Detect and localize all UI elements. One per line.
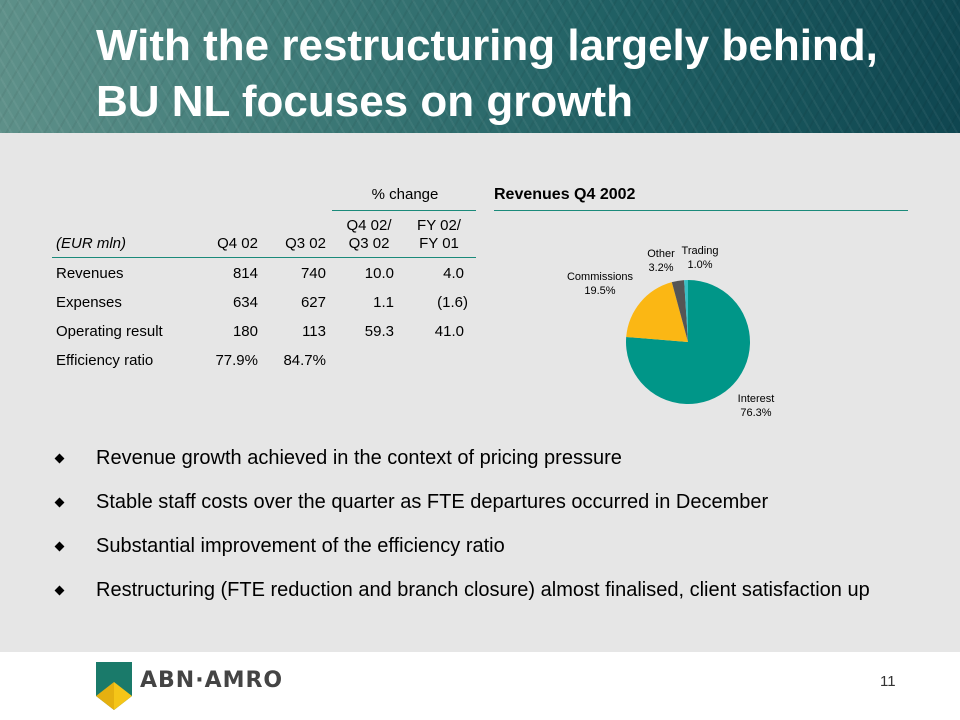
col-header-q4: Q4 02 — [217, 235, 258, 252]
row-label: Efficiency ratio — [56, 352, 154, 369]
logo-shield-yellow — [114, 682, 132, 710]
col-header-q3: Q3 02 — [285, 235, 326, 252]
bullet-item: Restructuring (FTE reduction and branch … — [54, 576, 926, 604]
pie-value-trading: 1.0% — [687, 259, 712, 271]
bullet-item: Stable staff costs over the quarter as F… — [54, 488, 926, 516]
header-banner: With the restructuring largely behind, B… — [0, 0, 960, 133]
bullet-text: Restructuring (FTE reduction and branch … — [96, 579, 870, 601]
row-yoy: 41.0 — [434, 323, 464, 340]
header-pattern — [0, 0, 960, 133]
bullet-text: Stable staff costs over the quarter as F… — [96, 491, 769, 513]
pie-value-commissions: 19.5% — [584, 285, 615, 297]
col-header-yoy-l1: FY 02/ — [417, 217, 461, 234]
pie-slice-other — [671, 280, 688, 342]
abn-amro-shield-logo — [96, 662, 132, 710]
diamond-bullet-icon — [54, 585, 65, 596]
row-yoy: (1.6) — [437, 294, 468, 311]
bullet-list: Revenue growth achieved in the context o… — [54, 444, 926, 620]
diamond-bullet-icon — [54, 453, 65, 464]
row-q4: 77.9% — [215, 352, 258, 369]
col-header-yoy-l2: FY 01 — [419, 235, 459, 252]
col-header-qoq-l1: Q4 02/ — [346, 217, 392, 234]
row-yoy: 4.0 — [443, 265, 464, 282]
pie-label-trading: Trading — [682, 245, 719, 257]
row-q3: 84.7% — [283, 352, 326, 369]
bullet-text: Revenue growth achieved in the context o… — [96, 447, 622, 469]
col-header-qoq-l2: Q3 02 — [348, 235, 390, 252]
pie-slice-commissions — [626, 282, 688, 342]
unit-label: (EUR mln) — [56, 235, 126, 252]
row-qoq: 1.1 — [373, 294, 394, 311]
bullet-item: Substantial improvement of the efficienc… — [54, 532, 926, 560]
bullet-item: Revenue growth achieved in the context o… — [54, 444, 926, 472]
pie-label-interest: Interest — [738, 393, 775, 405]
table-group-rule — [332, 210, 476, 211]
page-title: With the restructuring largely behind, B… — [96, 21, 878, 126]
row-q4: 814 — [232, 265, 258, 282]
footer — [0, 652, 960, 720]
chart-title-rule — [494, 210, 908, 211]
row-qoq: 10.0 — [364, 265, 394, 282]
brand-wordmark: ABN·AMRO — [140, 668, 284, 693]
row-q3: 113 — [302, 323, 326, 340]
slide-content — [0, 133, 960, 652]
row-qoq: 59.3 — [364, 323, 394, 340]
pie-label-other: Other — [647, 248, 675, 260]
diamond-bullet-icon — [54, 541, 65, 552]
revenue-pie-chart: Interest 76.3% Commissions 19.5% Other 3.2% Tr… — [567, 245, 775, 419]
bullet-text: Substantial improvement of the efficienc… — [96, 535, 505, 557]
row-q3: 627 — [300, 294, 326, 311]
diamond-bullet-icon — [54, 497, 65, 508]
logo-shield-yellow-left — [96, 682, 114, 710]
pie-label-commissions: Commissions — [567, 271, 634, 283]
pie-value-interest: 76.3% — [740, 407, 771, 419]
page-number: 11 — [880, 673, 896, 690]
table-group-header: % change — [371, 186, 439, 203]
row-label: Operating result — [56, 323, 163, 340]
row-label: Revenues — [56, 265, 124, 282]
row-label: Expenses — [56, 294, 122, 311]
chart-title: Revenues Q4 2002 — [494, 186, 636, 203]
row-q4: 634 — [232, 294, 258, 311]
row-q4: 180 — [232, 323, 258, 340]
pie-slice-trading — [684, 280, 688, 342]
pie-value-other: 3.2% — [648, 262, 673, 274]
table-header-rule — [52, 257, 476, 258]
row-q3: 740 — [300, 265, 326, 282]
